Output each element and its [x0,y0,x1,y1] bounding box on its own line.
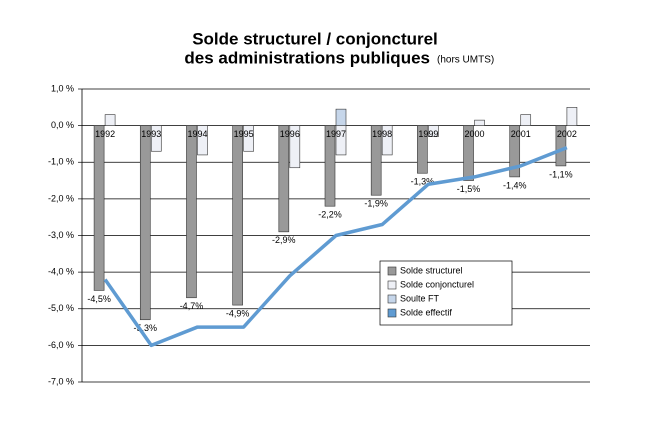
legend-swatch [387,294,397,304]
y-tick-label: -7,0 % [48,376,74,386]
bar [566,107,578,126]
legend-box [379,260,513,326]
y-tick-label: -2,0 % [48,193,74,203]
bar [104,114,116,126]
bar [335,108,347,126]
bar [370,125,382,196]
legend-label: Solde effectif [400,307,452,317]
x-tick-label: 1998 [372,129,392,139]
chart-title: des administrations publiques [184,48,430,67]
bar [474,119,485,126]
bar [463,125,474,181]
data-label: -5,3% [134,323,158,333]
bar [232,125,243,306]
bar [428,125,439,137]
chart-title: Solde structurel / conjoncturel [192,29,438,48]
data-label: -2,2% [318,210,342,220]
x-tick-label: 1997 [326,129,346,139]
legend-swatch [387,266,397,276]
x-tick-label: 1995 [234,129,254,139]
x-tick-label: 1993 [141,129,161,139]
x-tick-label: 2000 [465,129,485,139]
bar [139,125,151,321]
data-label: -1,1% [549,169,573,179]
y-tick-label: -1,0 % [48,157,74,167]
bar [324,125,336,207]
bar [509,125,521,178]
chart-subtitle: (hors UMTS) [437,55,494,66]
x-tick-label: 1992 [95,129,115,139]
x-tick-label: 2001 [511,129,531,139]
y-tick-label: -4,0 % [48,267,74,277]
bar [197,125,208,156]
bar [93,125,105,291]
data-label: -1,5% [457,184,481,194]
bar [555,125,567,167]
data-label: -2,9% [272,235,296,245]
data-label: -1,9% [364,199,388,209]
line [103,145,568,348]
bar [381,125,393,156]
x-tick-label: 1994 [187,129,207,139]
bar [417,125,428,174]
bar [150,125,162,152]
bar [289,125,301,169]
legend-label: Solde structurel [400,265,463,275]
y-tick-label: 0,0 % [51,120,74,130]
y-tick-label: -6,0 % [48,340,74,350]
bar [243,125,254,152]
data-label: -4,5% [87,294,111,304]
bar [520,114,532,126]
x-tick-label: 1999 [418,129,438,139]
data-label: -4,9% [226,308,250,318]
data-label: -4,7% [180,301,204,311]
legend-label: Solde conjoncturel [400,279,474,289]
legend-swatch [387,280,397,290]
legend-label: Soulte FT [400,293,440,303]
y-tick-label: -3,0 % [48,230,74,240]
bar [186,125,197,299]
data-label: -1,3% [411,177,435,187]
y-tick-label: 1,0 % [51,83,74,93]
bar [278,125,290,233]
x-tick-label: 1996 [280,129,300,139]
data-label: -1,4% [503,180,527,190]
legend-swatch [387,308,397,318]
y-tick-label: -5,0 % [48,303,74,313]
x-tick-label: 2002 [557,129,577,139]
